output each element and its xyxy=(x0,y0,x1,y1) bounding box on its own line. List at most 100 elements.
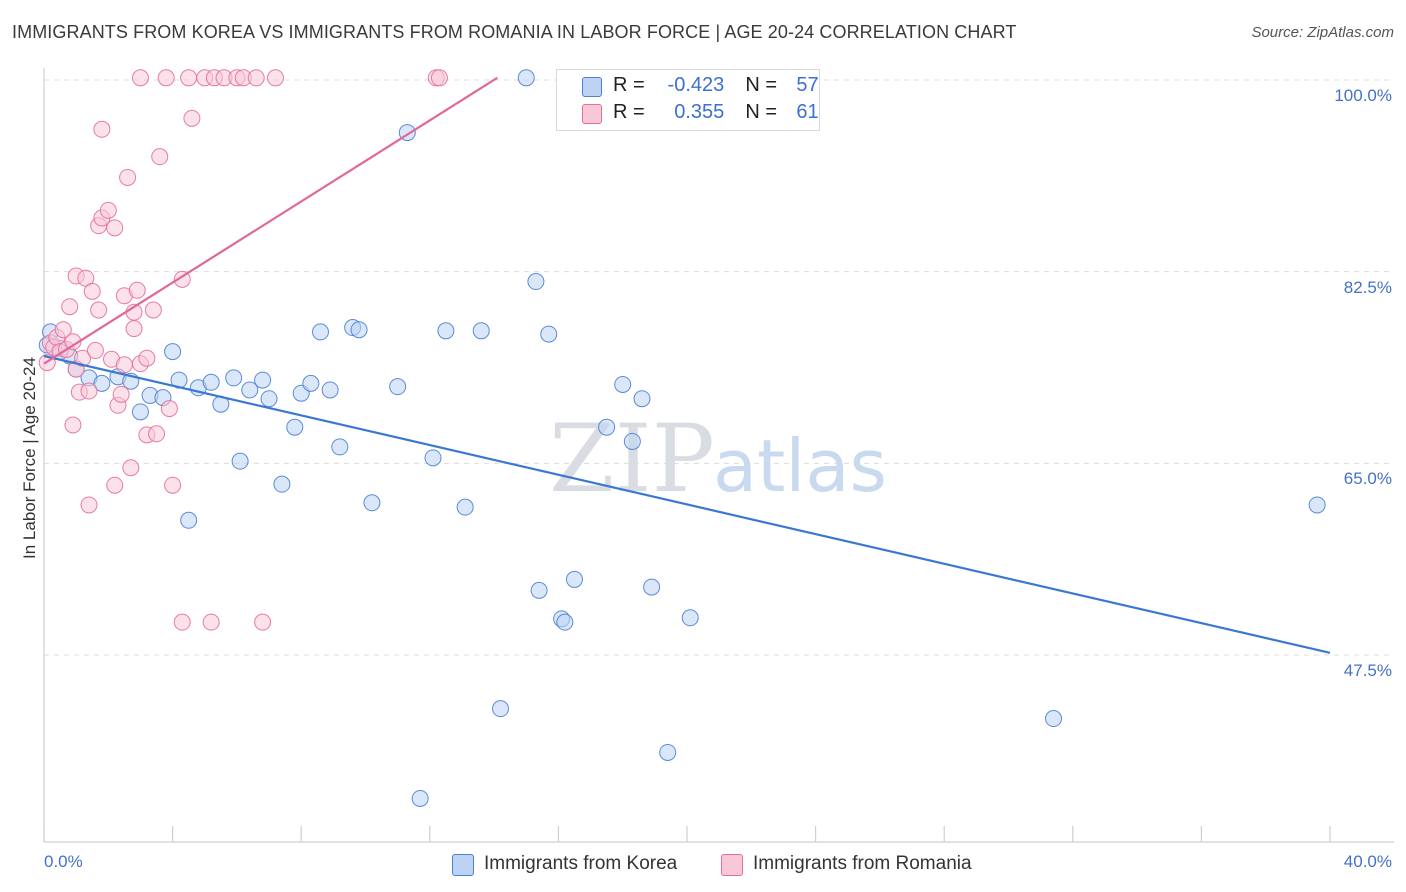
romania-point-60 xyxy=(430,69,448,87)
source-label: Source: ZipAtlas.com xyxy=(1251,24,1394,41)
y-tick-label-1: 65.0% xyxy=(1343,469,1392,489)
y-tick-label-2: 82.5% xyxy=(1343,277,1392,297)
y-tick-label-3: 100.0% xyxy=(1334,86,1392,105)
korea-point-31 xyxy=(363,494,381,512)
romania-point-43 xyxy=(157,69,175,87)
korea-point-36 xyxy=(437,322,455,340)
romania-point-47 xyxy=(173,270,191,288)
korea-point-48 xyxy=(614,375,632,393)
korea-point-28 xyxy=(331,438,349,456)
korea-point-20 xyxy=(254,371,272,389)
romania-point-57 xyxy=(254,613,272,631)
korea-point-19 xyxy=(241,381,259,399)
korea-point-46 xyxy=(565,570,583,588)
romania-point-45 xyxy=(164,476,182,494)
romania-point-15 xyxy=(80,382,98,400)
korea-point-45 xyxy=(556,613,574,631)
legend-korea-n-value: 57 xyxy=(796,74,819,96)
romania-point-35 xyxy=(128,281,146,299)
korea-point-54 xyxy=(1045,710,1063,728)
romania-point-8 xyxy=(64,333,82,351)
korea-point-30 xyxy=(350,321,368,339)
legend-korea-label: Immigrants from Korea xyxy=(484,853,678,874)
korea-point-18 xyxy=(231,452,249,470)
korea-point-38 xyxy=(472,322,490,340)
korea-point-53 xyxy=(681,609,699,627)
korea-point-32 xyxy=(389,378,407,396)
romania-point-51 xyxy=(202,613,220,631)
romania-points xyxy=(38,69,448,631)
trend-lines xyxy=(43,76,1331,654)
romania-point-23 xyxy=(99,201,117,219)
romania-point-18 xyxy=(86,342,104,360)
korea-point-27 xyxy=(321,381,339,399)
korea-point-37 xyxy=(456,498,474,516)
legend-romania-label: Immigrants from Romania xyxy=(753,853,972,874)
korea-point-40 xyxy=(517,69,535,87)
romania-point-42 xyxy=(151,148,169,166)
romania-point-7 xyxy=(61,298,79,316)
legend-korea-r-value: -0.423 xyxy=(667,74,725,96)
romania-point-32 xyxy=(122,459,140,477)
axes xyxy=(43,68,1394,843)
korea-legend-swatch xyxy=(452,854,474,876)
korea-point-47 xyxy=(598,418,616,436)
series-legend: Immigrants from Korea Immigrants from Ro… xyxy=(0,850,1406,880)
romania-point-22 xyxy=(93,120,111,138)
korea-point-23 xyxy=(286,418,304,436)
romania-point-30 xyxy=(115,356,133,374)
legend-korea-text: R = -0.423 N = 57 xyxy=(613,74,819,97)
romania-point-46 xyxy=(173,613,191,631)
romania-trend-line xyxy=(43,76,498,365)
korea-point-39 xyxy=(492,700,510,718)
korea-point-5 xyxy=(93,374,111,392)
legend-korea-n-label: N = xyxy=(745,74,778,96)
watermark-atlas: atlas xyxy=(713,424,887,508)
korea-point-42 xyxy=(530,581,548,599)
korea-point-22 xyxy=(273,475,291,493)
romania-point-40 xyxy=(144,301,162,319)
romania-point-58 xyxy=(266,69,284,87)
y-tick-label-0: 47.5% xyxy=(1343,661,1392,680)
x-tick-label-max: 40.0% xyxy=(1343,852,1392,871)
romania-point-49 xyxy=(183,109,201,127)
korea-swatch xyxy=(582,77,602,97)
romania-point-25 xyxy=(106,219,124,237)
romania-point-37 xyxy=(131,69,149,87)
korea-point-52 xyxy=(659,743,677,761)
legend-romania-text: R = 0.355 N = 61 xyxy=(613,101,819,124)
romania-point-48 xyxy=(180,69,198,87)
romania-point-9 xyxy=(64,416,82,434)
legend-romania-r-value: 0.355 xyxy=(674,101,725,123)
legend-romania-n-label: N = xyxy=(745,101,778,123)
korea-point-55 xyxy=(1308,496,1326,514)
korea-point-49 xyxy=(623,432,641,450)
watermark-zip: ZIP xyxy=(549,405,715,514)
gridlines xyxy=(44,79,1394,656)
korea-point-43 xyxy=(540,325,558,343)
romania-point-28 xyxy=(112,385,130,403)
romania-swatch xyxy=(582,104,602,124)
romania-point-38 xyxy=(138,349,156,367)
correlation-legend: R = -0.423 N = 57 R = 0.355 N = 61 xyxy=(556,69,820,131)
romania-point-56 xyxy=(247,69,265,87)
korea-point-17 xyxy=(225,369,243,387)
korea-point-26 xyxy=(311,323,329,341)
korea-point-50 xyxy=(633,390,651,408)
legend-korea-r-label: R = xyxy=(613,74,645,96)
legend-romania-r-label: R = xyxy=(613,101,645,123)
korea-point-15 xyxy=(202,373,220,391)
romania-point-31 xyxy=(119,168,137,186)
korea-trend-line xyxy=(43,354,1331,654)
romania-legend-swatch xyxy=(721,854,743,876)
korea-point-13 xyxy=(180,511,198,529)
romania-point-41 xyxy=(148,425,166,443)
romania-point-33 xyxy=(125,320,143,338)
korea-point-51 xyxy=(643,578,661,596)
korea-point-8 xyxy=(131,403,149,421)
romania-point-44 xyxy=(160,400,178,418)
romania-point-5 xyxy=(54,321,72,339)
korea-point-21 xyxy=(260,390,278,408)
x-tick-label-min: 0.0% xyxy=(44,852,83,871)
